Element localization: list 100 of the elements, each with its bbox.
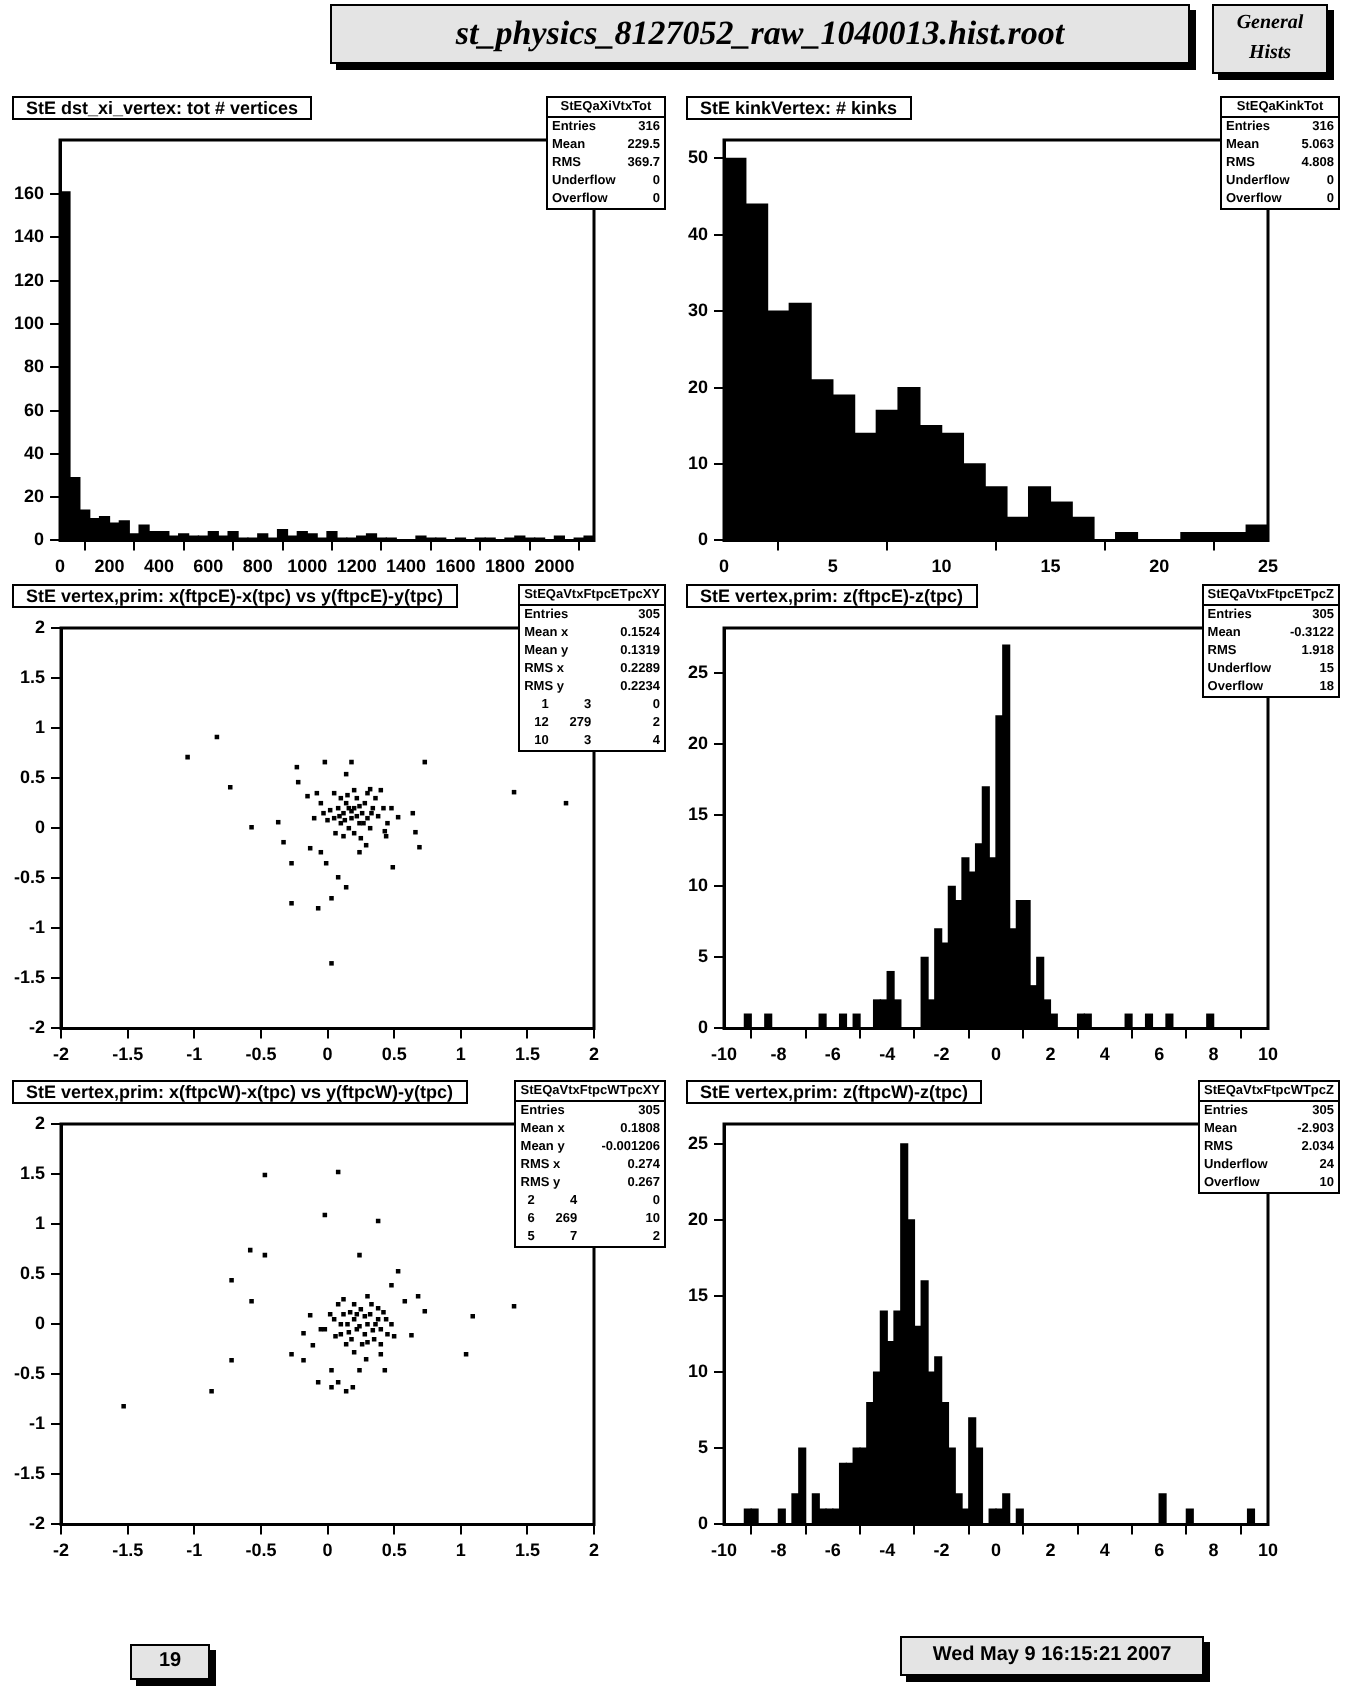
y-tick-label: 1 <box>34 717 46 738</box>
x-tick-label: -2 <box>933 1540 950 1561</box>
x-tick-label: -2 <box>53 1540 70 1561</box>
y-tick-label: 2 <box>34 1112 46 1133</box>
x-tick-label: 1 <box>455 1044 466 1065</box>
x-tick-label: -10 <box>711 1540 738 1561</box>
y-tick-label: -1 <box>28 917 46 938</box>
y-tick-label: 50 <box>687 147 709 168</box>
x-tick-label: -8 <box>770 1044 787 1065</box>
y-tick-label: 1.5 <box>19 1163 46 1184</box>
y-tick-label: 20 <box>687 1208 709 1229</box>
y-tick-label: 25 <box>687 1132 709 1153</box>
x-tick-label: 6 <box>1154 1044 1165 1065</box>
x-tick-label: 2 <box>588 1044 600 1065</box>
x-tick-label: -8 <box>770 1540 787 1561</box>
x-tick-label: -0.5 <box>245 1540 277 1561</box>
x-tick-label: 2000 <box>534 556 575 577</box>
x-tick-label: 8 <box>1208 1044 1219 1065</box>
x-tick-label: -2 <box>53 1044 70 1065</box>
x-tick-label: -4 <box>879 1540 896 1561</box>
x-tick-label: 200 <box>94 556 125 577</box>
x-tick-label: 1200 <box>336 556 377 577</box>
y-tick-label: 0 <box>34 1313 46 1334</box>
x-tick-label: 10 <box>1257 1044 1279 1065</box>
y-tick-label: -1 <box>28 1413 46 1434</box>
y-tick-label: 5 <box>697 1437 709 1458</box>
y-tick-label: 20 <box>24 486 45 507</box>
x-tick-label: 0.5 <box>381 1540 407 1561</box>
x-tick-label: -1.5 <box>112 1044 144 1065</box>
x-tick-label: 0 <box>719 556 730 577</box>
y-tick-label: -1.5 <box>13 967 46 988</box>
y-tick-label: 0.5 <box>19 1263 46 1284</box>
x-tick-label: 800 <box>242 556 273 577</box>
y-tick-label: 1.5 <box>19 667 46 688</box>
x-tick-label: 2 <box>588 1540 600 1561</box>
y-tick-label: 160 <box>13 183 45 204</box>
y-tick-label: -2 <box>28 1513 46 1534</box>
y-tick-label: 20 <box>687 376 709 397</box>
chart-title: StE kinkVertex: # kinks <box>686 96 912 120</box>
x-tick-label: -1 <box>186 1540 203 1561</box>
x-tick-label: -0.5 <box>245 1044 277 1065</box>
chart-title: StE vertex,prim: z(ftpcE)-z(tpc) <box>686 584 978 608</box>
x-tick-label: 6 <box>1154 1540 1165 1561</box>
y-tick-label: -1.5 <box>13 1463 46 1484</box>
x-tick-label: 400 <box>143 556 174 577</box>
x-tick-label: 1 <box>455 1540 466 1561</box>
y-tick-label: 10 <box>687 875 709 896</box>
x-tick-label: -1.5 <box>112 1540 144 1561</box>
y-tick-label: 120 <box>13 269 45 290</box>
y-tick-label: 0 <box>34 529 45 550</box>
y-tick-label: 40 <box>687 223 709 244</box>
text: 19 <box>130 1644 210 1680</box>
x-tick-label: 10 <box>1257 1540 1279 1561</box>
x-tick-label: 8 <box>1208 1540 1219 1561</box>
y-tick-label: 10 <box>687 1361 709 1382</box>
x-tick-label: 2 <box>1045 1540 1056 1561</box>
y-tick-label: -2 <box>28 1017 46 1038</box>
x-tick-label: -6 <box>824 1540 841 1561</box>
x-tick-label: 0 <box>55 556 66 577</box>
y-tick-label: 15 <box>687 1285 709 1305</box>
x-tick-label: 10 <box>931 556 952 577</box>
y-tick-label: 30 <box>687 300 709 321</box>
y-tick-label: 10 <box>687 452 709 473</box>
text: st_physics_8127052_raw_1040013.hist.root <box>330 4 1190 64</box>
chart-title: StE vertex,prim: x(ftpcE)-x(tpc) vs y(ftpcE)-y(tpc) <box>12 584 458 608</box>
x-tick-label: 0 <box>322 1540 333 1561</box>
x-tick-label: 4 <box>1099 1540 1110 1561</box>
chart-title: StE dst_xi_vertex: tot # vertices <box>12 96 313 120</box>
x-tick-label: -4 <box>879 1044 896 1065</box>
y-tick-label: 1 <box>34 1213 46 1234</box>
x-tick-label: 0 <box>991 1044 1002 1065</box>
y-tick-label: 25 <box>687 662 709 683</box>
x-tick-label: 0 <box>991 1540 1002 1561</box>
x-tick-label: -1 <box>186 1044 203 1065</box>
y-tick-label: 140 <box>13 226 45 247</box>
x-tick-label: -6 <box>824 1044 841 1065</box>
x-tick-label: 1400 <box>386 556 427 577</box>
x-tick-label: 600 <box>193 556 224 577</box>
y-tick-label: 60 <box>24 399 45 420</box>
x-tick-label: 20 <box>1149 556 1170 577</box>
y-tick-label: 40 <box>24 442 45 463</box>
x-tick-label: 1.5 <box>514 1540 540 1561</box>
x-tick-label: 15 <box>1040 556 1061 577</box>
y-tick-label: 0 <box>697 529 709 550</box>
y-tick-label: 2 <box>34 616 46 637</box>
page-label: General Hists <box>1212 4 1328 74</box>
x-tick-label: 1.5 <box>514 1044 540 1065</box>
y-tick-label: 0.5 <box>19 767 46 788</box>
x-tick-label: 0.5 <box>381 1044 407 1065</box>
y-tick-label: 20 <box>687 733 709 754</box>
x-tick-label: 2 <box>1045 1044 1056 1065</box>
y-tick-label: -0.5 <box>13 1363 46 1384</box>
x-tick-label: 1800 <box>484 556 526 577</box>
y-tick-label: 0 <box>697 1513 709 1534</box>
y-tick-label: -0.5 <box>13 867 46 888</box>
text: Wed May 9 16:15:21 2007 <box>900 1636 1204 1676</box>
y-tick-label: 0 <box>697 1017 709 1038</box>
x-tick-label: 25 <box>1257 556 1279 577</box>
x-tick-label: 1600 <box>435 556 476 577</box>
x-tick-label: -10 <box>711 1044 738 1065</box>
